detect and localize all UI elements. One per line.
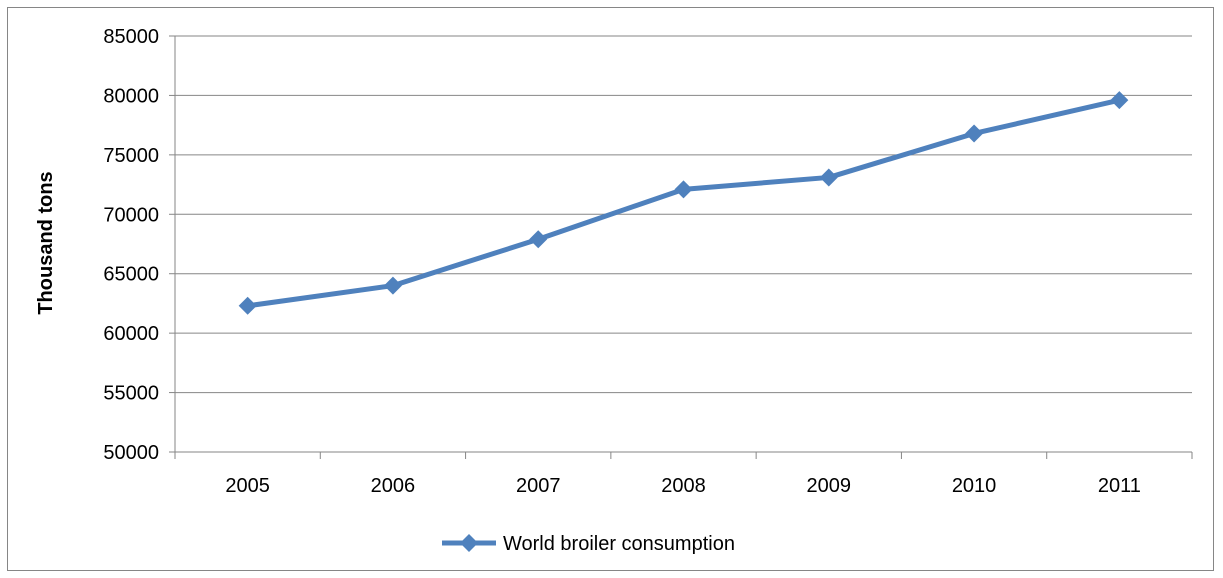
y-axis-title: Thousand tons	[35, 171, 57, 314]
y-tick-label: 70000	[103, 204, 159, 226]
data-point-marker	[965, 124, 984, 143]
data-point-marker	[238, 296, 257, 315]
x-tick-label: 2009	[807, 475, 852, 497]
legend-label: World broiler consumption	[503, 533, 735, 555]
x-tick-labels: 2005 2006 2007 2008 2009 2010 2011	[225, 475, 1140, 497]
x-tick-label: 2011	[1098, 475, 1141, 497]
x-tick-label: 2010	[952, 475, 997, 497]
y-tick-label: 55000	[103, 383, 159, 405]
y-tick-label: 60000	[103, 323, 159, 345]
y-tick-label: 65000	[103, 264, 159, 286]
chart-frame	[7, 7, 1214, 571]
axes	[169, 35, 1193, 459]
y-tick-labels: 50000 55000 60000 65000 70000 75000 80000 85000	[103, 26, 159, 464]
data-point-marker	[383, 276, 402, 295]
series-line	[245, 97, 1122, 309]
data-point-marker	[819, 168, 838, 187]
x-tick-label: 2005	[225, 475, 270, 497]
data-point-marker	[674, 180, 693, 199]
x-tick-label: 2008	[661, 475, 706, 497]
x-tick-label: 2006	[371, 475, 416, 497]
x-tick-label: 2007	[516, 475, 561, 497]
y-tick-label: 50000	[103, 442, 159, 464]
legend: World broiler consumption	[442, 533, 735, 555]
series	[238, 91, 1129, 315]
y-tick-label: 80000	[103, 85, 159, 107]
gridlines	[175, 35, 1192, 394]
data-point-marker	[1110, 91, 1129, 110]
y-tick-label: 75000	[103, 145, 159, 167]
y-tick-label: 85000	[103, 26, 159, 48]
data-point-marker	[529, 230, 548, 249]
legend-marker-icon	[460, 534, 478, 552]
